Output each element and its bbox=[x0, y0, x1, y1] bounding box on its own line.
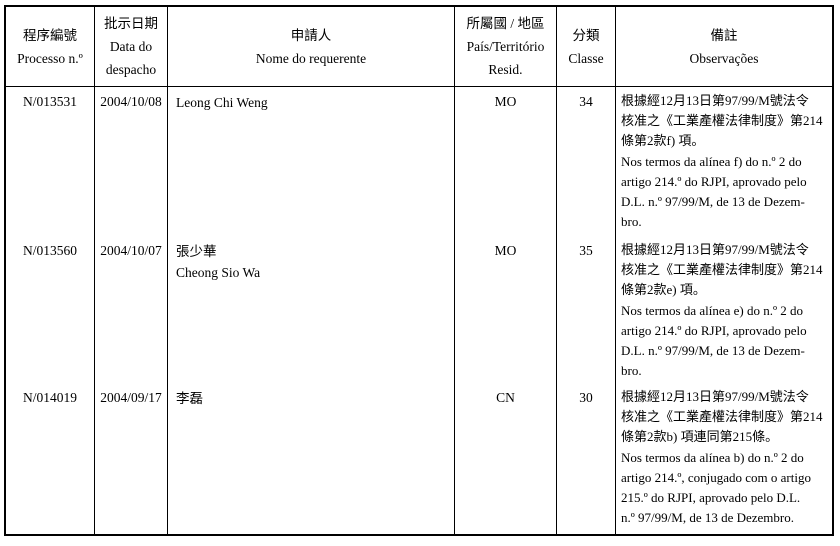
observation-line: bro. bbox=[621, 363, 642, 379]
observation-line: 根據經12月13日第97/99/M號法令 bbox=[621, 389, 809, 404]
row-country-code: MO bbox=[455, 236, 557, 383]
observation-line: Nos termos da alínea e) do n.º 2 do bbox=[621, 302, 804, 318]
row-country-code: CN bbox=[455, 383, 557, 534]
header-cell-observations: 備註 Observações bbox=[616, 7, 832, 87]
header-obs-pt: Observações bbox=[689, 50, 759, 66]
header-country-zh: 所屬國 / 地區 bbox=[466, 16, 545, 31]
observation-line: bro. bbox=[621, 214, 642, 230]
applicant-name-line: 李磊 bbox=[176, 391, 203, 406]
observation-line: D.L. n.º 97/99/M, de 13 de Dezem- bbox=[621, 194, 805, 210]
row-applicant: Leong Chi Weng bbox=[168, 87, 455, 236]
header-class-zh: 分類 bbox=[572, 27, 600, 43]
row-observations: 根據經12月13日第97/99/M號法令 核准之《工業產權法律制度》第214 條… bbox=[616, 236, 832, 383]
row-process-number: N/014019 bbox=[6, 383, 95, 534]
header-cell-process: 程序編號 Processo n.º bbox=[6, 7, 95, 87]
header-country-pt1: País/Território bbox=[466, 39, 545, 54]
row-process-number: N/013560 bbox=[6, 236, 95, 383]
observation-line: 核准之《工業產權法律制度》第214 bbox=[621, 409, 823, 425]
row-date: 2004/10/08 bbox=[95, 87, 168, 236]
applicant-name-line: Cheong Sio Wa bbox=[176, 265, 261, 280]
header-process-pt: Processo n.º bbox=[17, 50, 83, 66]
header-cell-date: 批示日期 Data do despacho bbox=[95, 7, 168, 87]
applicant-name-line: 張少華 bbox=[176, 244, 217, 259]
row-class-number: 34 bbox=[557, 87, 616, 236]
header-class-pt: Classe bbox=[568, 50, 604, 66]
observation-line: 核准之《工業產權法律制度》第214 bbox=[621, 262, 823, 278]
observation-line: 條第2款b) 項連同第215條。 bbox=[621, 429, 779, 445]
observation-line: Nos termos da alínea f) do n.º 2 do bbox=[621, 153, 802, 169]
observation-line: artigo 214.º do RJPI, aprovado pelo bbox=[621, 322, 807, 338]
applicant-name-line: Leong Chi Weng bbox=[176, 95, 268, 110]
row-process-number: N/013531 bbox=[6, 87, 95, 236]
header-cell-applicant: 申請人 Nome do requerente bbox=[168, 7, 455, 87]
header-applicant-zh: 申請人 bbox=[290, 27, 332, 43]
gazette-table: 程序編號 Processo n.º 批示日期 Data do despacho … bbox=[4, 5, 834, 536]
header-country-pt2: Resid. bbox=[488, 62, 523, 77]
observation-line: 條第2款f) 項。 bbox=[621, 133, 705, 149]
observation-line: artigo 214.º, conjugado com o artigo bbox=[621, 469, 811, 485]
header-cell-country: 所屬國 / 地區 País/Território Resid. bbox=[455, 7, 557, 87]
observation-line: 215.º do RJPI, aprovado pelo D.L. bbox=[621, 490, 801, 506]
observation-line: 根據經12月13日第97/99/M號法令 bbox=[621, 242, 809, 257]
header-process-zh: 程序編號 bbox=[23, 27, 77, 43]
row-applicant: 張少華 Cheong Sio Wa bbox=[168, 236, 455, 383]
row-country-code: MO bbox=[455, 87, 557, 236]
row-class-number: 30 bbox=[557, 383, 616, 534]
row-date: 2004/09/17 bbox=[95, 383, 168, 534]
header-cell-class: 分類 Classe bbox=[557, 7, 616, 87]
observation-line: 核准之《工業產權法律制度》第214 bbox=[621, 113, 823, 129]
header-date-zh: 批示日期 bbox=[104, 16, 158, 31]
header-date-pt2: despacho bbox=[105, 62, 157, 77]
row-observations: 根據經12月13日第97/99/M號法令 核准之《工業產權法律制度》第214 條… bbox=[616, 383, 832, 534]
row-class-number: 35 bbox=[557, 236, 616, 383]
observation-line: artigo 214.º do RJPI, aprovado pelo bbox=[621, 173, 807, 189]
header-obs-zh: 備註 bbox=[710, 27, 738, 43]
observation-line: 根據經12月13日第97/99/M號法令 bbox=[621, 93, 809, 108]
observation-line: 條第2款e) 項。 bbox=[621, 282, 706, 298]
row-applicant: 李磊 bbox=[168, 383, 455, 534]
observation-line: Nos termos da alínea b) do n.º 2 do bbox=[621, 449, 804, 465]
observation-line: D.L. n.º 97/99/M, de 13 de Dezem- bbox=[621, 343, 805, 359]
observation-line: n.º 97/99/M, de 13 de Dezembro. bbox=[621, 510, 794, 526]
row-observations: 根據經12月13日第97/99/M號法令 核准之《工業產權法律制度》第214 條… bbox=[616, 87, 832, 236]
row-date: 2004/10/07 bbox=[95, 236, 168, 383]
header-applicant-pt: Nome do requerente bbox=[255, 50, 367, 66]
header-date-pt1: Data do bbox=[109, 39, 153, 54]
